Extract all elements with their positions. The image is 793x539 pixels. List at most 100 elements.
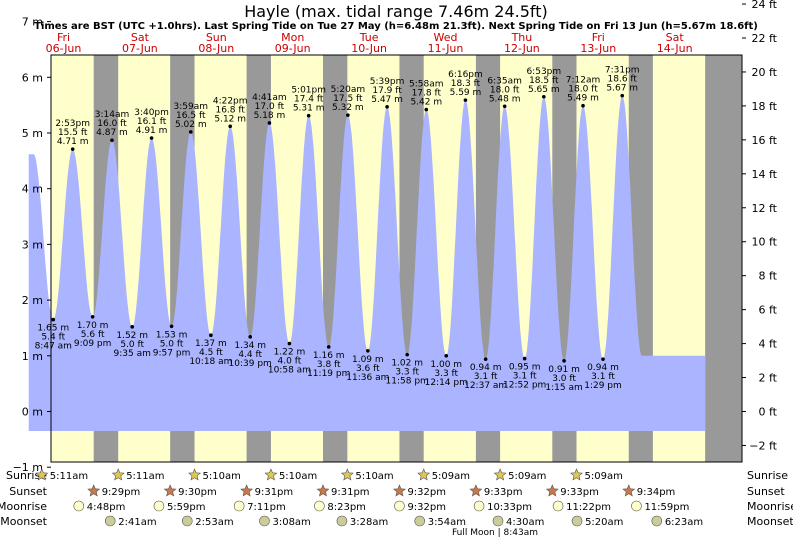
high-tide-metres: 5.12 m: [214, 114, 246, 124]
low-tide-point: [90, 315, 95, 319]
full-moon-note: Full Moon | 8:43am: [452, 528, 538, 538]
sunrise-time: 5:09am: [432, 471, 470, 482]
moonset-time: 2:53am: [195, 517, 233, 528]
day-of-week-label: Tue: [359, 31, 379, 44]
high-tide-time: 2:53pm: [55, 119, 90, 129]
high-tide-metres: 5.67 m: [606, 84, 638, 94]
high-tide-metres: 4.91 m: [136, 126, 168, 136]
date-label: 11-Jun: [428, 42, 464, 55]
sunset-time: 9:33pm: [560, 487, 599, 498]
high-tide-feet: 18.5 ft: [529, 76, 559, 86]
high-tide-time: 7:12am: [566, 76, 601, 86]
low-tide-feet: 5.4 ft: [41, 333, 65, 343]
row-label-left: Moonset: [0, 515, 47, 528]
sunset-time: 9:32pm: [407, 487, 446, 498]
high-tide-feet: 16.5 ft: [176, 111, 206, 121]
axes: −1 m 0 m 1 m 2 m 3 m 4 m 5 m 6 m 7 m −2 ft 0 ft 2 f…: [13, 0, 778, 474]
moonrise-time: 9:32pm: [407, 502, 446, 513]
high-tide-time: 5:58am: [409, 80, 444, 90]
chart-title: Hayle (max. tidal range 7.46m 24.5ft): [244, 2, 548, 21]
low-tide-point: [483, 357, 488, 361]
low-tide-metres: 1.37 m: [195, 339, 227, 349]
moonrise-time: 11:59pm: [644, 502, 689, 513]
low-tide-feet: 4.0 ft: [278, 357, 302, 367]
date-label: 07-Jun: [122, 42, 158, 55]
sunset-time: 9:31pm: [255, 487, 294, 498]
row-label-left: Moonrise: [0, 500, 47, 513]
moonset-time: 6:23am: [665, 517, 703, 528]
low-tide-time: 9:09 pm: [74, 339, 112, 349]
low-tide-point: [326, 345, 331, 349]
high-tide-feet: 17.9 ft: [372, 86, 402, 96]
low-tide-feet: 3.8 ft: [317, 360, 341, 370]
date-label: 10-Jun: [351, 42, 387, 55]
moonset-time: 3:28am: [350, 517, 388, 528]
high-tide-point: [581, 103, 585, 108]
chart-subtitle: Times are BST (UTC +1.0hrs). Last Spring…: [34, 21, 758, 32]
low-tide-metres: 0.94 m: [470, 363, 502, 373]
high-tide-feet: 17.8 ft: [412, 89, 442, 99]
high-tide-metres: 5.49 m: [567, 94, 599, 104]
right-tick-label: 22 ft: [752, 32, 778, 45]
left-tick-label: 5 m: [22, 127, 43, 140]
left-tick-label: 3 m: [22, 238, 43, 251]
low-tide-feet: 3.3 ft: [434, 369, 458, 379]
high-tide-metres: 5.65 m: [528, 85, 560, 95]
moonrise-time: 10:33pm: [487, 502, 532, 513]
sunrise-icon: [417, 468, 431, 481]
row-label-left: Sunrise: [6, 469, 47, 482]
high-tide-metres: 5.02 m: [175, 120, 207, 130]
moonset-icon: [104, 515, 116, 527]
sunrise-icon: [188, 468, 202, 481]
right-tick-label: −2 ft: [749, 439, 777, 452]
low-tide-time: 1:15 am: [545, 383, 582, 393]
right-tick-label: 12 ft: [752, 202, 778, 215]
low-tide-metres: 1.09 m: [352, 355, 384, 365]
moonrise-icon: [552, 500, 564, 512]
sunset-time: 9:29pm: [102, 487, 141, 498]
low-tide-feet: 5.6 ft: [81, 330, 105, 340]
left-tick-label: 7 m: [22, 16, 43, 29]
low-tide-point: [405, 352, 409, 357]
right-tick-label: 24 ft: [752, 0, 778, 11]
day-labels: Fri06-JunSat07-JunSun08-JunMon09-JunTue1…: [46, 31, 693, 55]
low-tide-point: [169, 324, 174, 329]
high-tide-point: [620, 93, 625, 98]
sunrise-time: 5:10am: [355, 471, 393, 482]
sunset-time: 9:30pm: [178, 487, 217, 498]
high-tide-metres: 5.47 m: [371, 95, 403, 105]
low-tide-point: [287, 341, 292, 346]
moonrise-time: 11:22pm: [566, 502, 611, 513]
low-tide-metres: 1.70 m: [77, 321, 109, 331]
right-tick-label: 20 ft: [752, 66, 778, 79]
low-tide-feet: 3.6 ft: [356, 364, 380, 374]
high-tide-feet: 16.8 ft: [215, 105, 245, 115]
high-tide-time: 7:31pm: [605, 66, 640, 76]
sunset-time: 9:31pm: [331, 487, 370, 498]
date-label: 12-Jun: [504, 42, 540, 55]
row-label-right: Moonrise: [747, 500, 793, 513]
high-tide-time: 6:35am: [487, 76, 522, 86]
low-tide-feet: 3.1 ft: [474, 372, 498, 382]
moonset-icon: [414, 515, 426, 527]
high-tide-point: [188, 130, 193, 134]
sunset-icon: [392, 484, 406, 497]
high-tide-metres: 5.59 m: [450, 88, 482, 98]
moonrise-icon: [73, 500, 85, 512]
low-tide-time: 11:36 am: [346, 373, 389, 383]
high-tide-time: 5:39pm: [370, 77, 405, 87]
high-tide-feet: 18.0 ft: [490, 85, 520, 95]
day-of-week-label: Fri: [592, 31, 605, 44]
sunrise-icon: [340, 468, 354, 481]
high-tide-time: 6:53pm: [526, 67, 561, 77]
high-tide-feet: 17.5 ft: [333, 94, 363, 104]
low-tide-point: [209, 333, 213, 337]
low-tide-metres: 0.91 m: [548, 365, 580, 375]
left-tick-label: 0 m: [22, 406, 43, 419]
right-tick-label: 18 ft: [752, 100, 778, 113]
left-tick-label: −1 m: [13, 461, 43, 474]
sunset-icon: [163, 484, 177, 497]
sunrise-time: 5:10am: [203, 471, 241, 482]
high-tide-feet: 18.3 ft: [451, 79, 481, 89]
